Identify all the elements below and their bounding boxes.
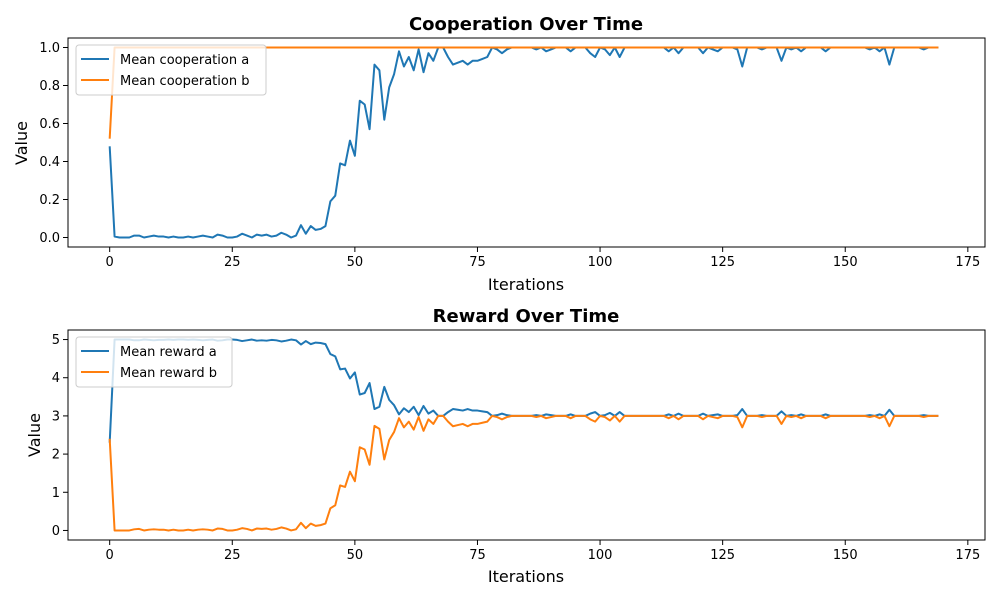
y-tick-label: 0.6 [39, 117, 60, 132]
y-tick-label: 3 [52, 409, 60, 424]
axes-frame [67, 329, 986, 541]
y-tick-label: 0.8 [39, 79, 60, 94]
axes-frame [67, 37, 986, 248]
x-tick-label: 0 [106, 548, 114, 563]
y-axis-label: Value [12, 121, 31, 165]
y-tick-label: 0 [52, 524, 60, 539]
y-tick-label: 0.0 [39, 231, 60, 246]
y-tick-label: 2 [52, 448, 60, 463]
legend: Mean reward a Mean reward b [75, 336, 233, 388]
x-tick-label: 50 [347, 255, 364, 270]
legend-box [75, 336, 233, 388]
x-tick-label: 0 [106, 255, 114, 270]
x-tick-label: 25 [224, 255, 241, 270]
cooperation-chart: Cooperation Over Time 0 25 50 75 100 125 150 17… [12, 14, 986, 294]
chart-title: Reward Over Time [433, 306, 620, 327]
y-tick-label: 1 [52, 486, 60, 501]
x-tick-label: 100 [588, 548, 613, 563]
legend-label: Mean cooperation a [120, 53, 249, 68]
x-tick-label: 25 [224, 548, 241, 563]
legend: Mean cooperation a Mean cooperation b [75, 44, 267, 96]
legend-label: Mean reward b [120, 366, 217, 381]
x-tick-label: 175 [955, 255, 980, 270]
x-tick-label: 125 [710, 255, 735, 270]
y-tick-label: 0.4 [39, 155, 60, 170]
x-tick-label: 175 [955, 548, 980, 563]
x-tick-label: 125 [710, 548, 735, 563]
plot-area: 0 25 50 75 100 125 150 175 0.0 0.2 0.4 0.6 0.8 1.0 Mea… [39, 37, 986, 270]
legend-box [75, 44, 267, 96]
y-tick-label: 4 [52, 371, 60, 386]
legend-label: Mean reward a [120, 345, 217, 360]
x-tick-label: 75 [469, 548, 486, 563]
y-tick-label: 0.2 [39, 193, 60, 208]
x-tick-label: 50 [347, 548, 364, 563]
y-axis-label: Value [25, 413, 44, 457]
series-line-b [108, 414, 939, 532]
series-line-a [108, 338, 939, 443]
y-tick-label: 5 [52, 333, 60, 348]
x-axis-label: Iterations [488, 567, 564, 586]
x-tick-label: 150 [833, 548, 858, 563]
y-tick-label: 1.0 [39, 41, 60, 56]
x-tick-label: 150 [833, 255, 858, 270]
x-tick-label: 75 [469, 255, 486, 270]
chart-title: Cooperation Over Time [409, 14, 643, 35]
x-tick-label: 100 [588, 255, 613, 270]
x-axis-label: Iterations [488, 275, 564, 294]
legend-label: Mean cooperation b [120, 74, 249, 89]
reward-chart: Reward Over Time 0 25 50 75 100 125 150 175 0 1 2 3… [25, 306, 986, 586]
